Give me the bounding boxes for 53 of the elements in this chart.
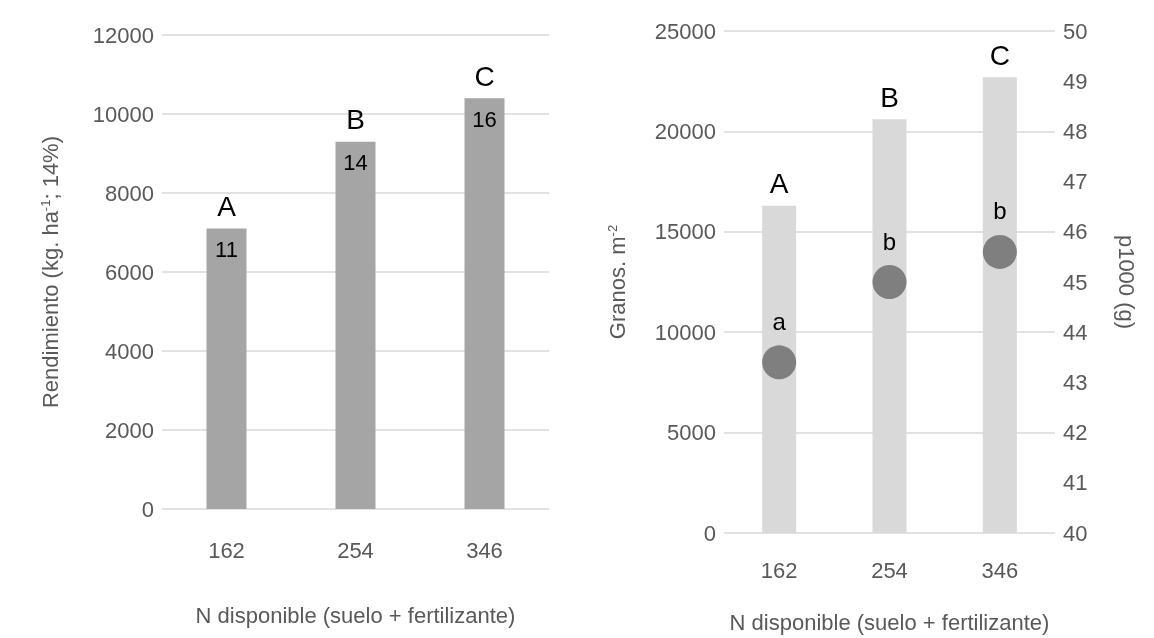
annotation: 11 — [215, 237, 238, 263]
x-tick-label: 346 — [981, 557, 1019, 583]
y-tick-label: 10000 — [654, 319, 716, 345]
y-tick-label: 10000 — [92, 101, 154, 127]
x-tick-label: 254 — [871, 557, 908, 583]
y-tick-label: 20000 — [654, 118, 716, 144]
data-label: C — [474, 60, 495, 92]
y-tick-label: 15000 — [654, 219, 716, 245]
y-tick-label: 0 — [703, 520, 716, 546]
y2-tick-label: 47 — [1063, 169, 1088, 195]
bar — [464, 98, 505, 509]
y-tick-label: 12000 — [92, 22, 154, 48]
y-tick-label: 6000 — [105, 259, 154, 285]
bar — [206, 228, 247, 509]
y-axis-title: Rendimiento (kg. ha-1; 14%) — [38, 135, 63, 409]
y2-tick-label: 46 — [1063, 219, 1088, 245]
data-label: a — [772, 307, 787, 335]
point — [872, 265, 907, 299]
y2-tick-label: 42 — [1063, 420, 1088, 446]
x-tick-label: 346 — [466, 537, 503, 563]
y-tick-label: 8000 — [105, 180, 154, 206]
annotation: 16 — [472, 106, 497, 132]
y-tick-label: 4000 — [105, 338, 154, 364]
data-label: B — [346, 104, 365, 136]
y2-tick-label: 45 — [1063, 269, 1088, 295]
y-tick-label: 25000 — [654, 18, 716, 44]
point — [762, 345, 797, 380]
data-label: b — [882, 227, 897, 255]
y-tick-label: 5000 — [667, 420, 716, 446]
y2-tick-label: 40 — [1063, 520, 1088, 546]
point — [982, 234, 1017, 269]
y2-axis-title: p1000 (g) — [1113, 234, 1139, 330]
y2-tick-label: 43 — [1063, 369, 1088, 395]
data-label: C — [989, 39, 1010, 71]
y-tick-label: 0 — [141, 496, 154, 522]
y2-tick-label: 44 — [1063, 319, 1088, 345]
data-label: A — [769, 168, 789, 200]
x-tick-label: 162 — [760, 557, 798, 583]
x-axis-title: N disponible (suelo + fertilizante) — [729, 609, 1050, 635]
data-label: B — [880, 81, 899, 113]
bar — [335, 141, 376, 509]
y2-tick-label: 50 — [1063, 18, 1088, 44]
data-label: A — [217, 191, 237, 223]
y2-tick-label: 49 — [1063, 68, 1088, 94]
y-axis-title: Granos. m-2 — [605, 224, 630, 340]
x-axis-title: N disponible (suelo + fertilizante) — [195, 602, 516, 628]
x-tick-label: 254 — [337, 537, 374, 563]
data-label: b — [993, 197, 1007, 225]
y2-tick-label: 48 — [1063, 118, 1088, 144]
annotation: 14 — [343, 150, 368, 176]
x-tick-label: 162 — [208, 537, 245, 563]
y-tick-label: 2000 — [105, 417, 154, 443]
y2-tick-label: 41 — [1063, 470, 1088, 496]
